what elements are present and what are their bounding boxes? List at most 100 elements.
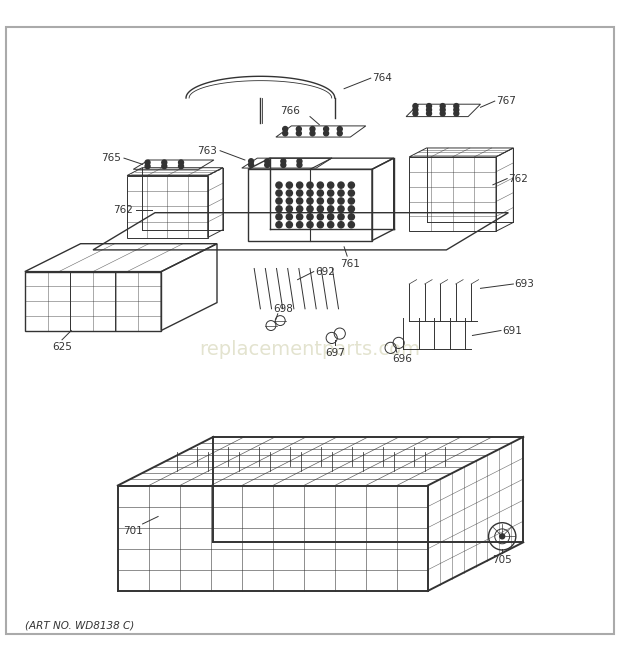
- Circle shape: [338, 214, 344, 220]
- Circle shape: [348, 214, 355, 220]
- Circle shape: [317, 206, 324, 212]
- Circle shape: [454, 111, 459, 116]
- Circle shape: [145, 164, 150, 169]
- Circle shape: [276, 198, 282, 204]
- Text: replacementparts.com: replacementparts.com: [200, 340, 420, 359]
- Circle shape: [338, 206, 344, 212]
- Circle shape: [324, 126, 329, 132]
- Circle shape: [440, 104, 445, 108]
- Circle shape: [327, 221, 334, 228]
- Text: 625: 625: [52, 342, 72, 352]
- Circle shape: [286, 214, 293, 220]
- Text: 698: 698: [273, 304, 293, 314]
- Circle shape: [454, 107, 459, 112]
- Circle shape: [440, 111, 445, 116]
- Circle shape: [296, 126, 301, 132]
- Circle shape: [265, 159, 270, 164]
- Circle shape: [249, 163, 254, 167]
- Text: 693: 693: [515, 279, 534, 289]
- Text: 761: 761: [340, 259, 360, 269]
- Text: 691: 691: [502, 325, 522, 336]
- Circle shape: [297, 163, 302, 167]
- Circle shape: [317, 214, 324, 220]
- Text: 764: 764: [372, 73, 392, 83]
- Circle shape: [337, 126, 342, 132]
- Circle shape: [413, 104, 418, 108]
- Circle shape: [296, 182, 303, 188]
- Text: 701: 701: [123, 525, 143, 536]
- Circle shape: [286, 190, 293, 196]
- Text: 696: 696: [392, 354, 412, 364]
- Text: 763: 763: [197, 145, 217, 156]
- Circle shape: [283, 131, 288, 136]
- Circle shape: [296, 221, 303, 228]
- Circle shape: [348, 182, 355, 188]
- Text: 766: 766: [280, 106, 300, 116]
- Circle shape: [276, 190, 282, 196]
- Circle shape: [283, 126, 288, 132]
- Circle shape: [296, 206, 303, 212]
- Circle shape: [427, 107, 432, 112]
- Text: 692: 692: [315, 266, 335, 276]
- Circle shape: [297, 159, 302, 164]
- Circle shape: [310, 126, 315, 132]
- Circle shape: [440, 107, 445, 112]
- Circle shape: [286, 221, 293, 228]
- Circle shape: [179, 160, 184, 165]
- Circle shape: [317, 182, 324, 188]
- Circle shape: [276, 214, 282, 220]
- Circle shape: [276, 182, 282, 188]
- Circle shape: [338, 221, 344, 228]
- Circle shape: [286, 182, 293, 188]
- Circle shape: [162, 160, 167, 165]
- Circle shape: [286, 198, 293, 204]
- Circle shape: [296, 198, 303, 204]
- Text: 767: 767: [496, 96, 516, 106]
- Circle shape: [317, 198, 324, 204]
- Circle shape: [500, 534, 505, 539]
- Circle shape: [348, 206, 355, 212]
- Circle shape: [307, 182, 313, 188]
- Circle shape: [249, 159, 254, 164]
- Circle shape: [413, 111, 418, 116]
- Circle shape: [317, 190, 324, 196]
- Circle shape: [296, 131, 301, 136]
- Circle shape: [338, 198, 344, 204]
- Circle shape: [454, 104, 459, 108]
- Circle shape: [296, 214, 303, 220]
- Circle shape: [317, 221, 324, 228]
- Text: 697: 697: [325, 348, 345, 358]
- Circle shape: [413, 107, 418, 112]
- Circle shape: [327, 182, 334, 188]
- Circle shape: [427, 104, 432, 108]
- Circle shape: [286, 206, 293, 212]
- Text: 765: 765: [101, 153, 121, 163]
- Text: (ART NO. WD8138 C): (ART NO. WD8138 C): [25, 620, 134, 630]
- Circle shape: [348, 190, 355, 196]
- Circle shape: [281, 163, 286, 167]
- Circle shape: [307, 198, 313, 204]
- Circle shape: [307, 221, 313, 228]
- Circle shape: [310, 131, 315, 136]
- Circle shape: [307, 206, 313, 212]
- Circle shape: [276, 221, 282, 228]
- Circle shape: [276, 206, 282, 212]
- Circle shape: [265, 163, 270, 167]
- Circle shape: [296, 190, 303, 196]
- Text: 762: 762: [508, 174, 528, 184]
- Circle shape: [324, 131, 329, 136]
- Circle shape: [162, 164, 167, 169]
- Circle shape: [327, 206, 334, 212]
- Text: 762: 762: [113, 205, 133, 215]
- Circle shape: [348, 198, 355, 204]
- Circle shape: [307, 214, 313, 220]
- Circle shape: [307, 190, 313, 196]
- Circle shape: [348, 221, 355, 228]
- Circle shape: [179, 164, 184, 169]
- Circle shape: [327, 198, 334, 204]
- Circle shape: [338, 182, 344, 188]
- Circle shape: [327, 190, 334, 196]
- Circle shape: [281, 159, 286, 164]
- Circle shape: [338, 190, 344, 196]
- Circle shape: [327, 214, 334, 220]
